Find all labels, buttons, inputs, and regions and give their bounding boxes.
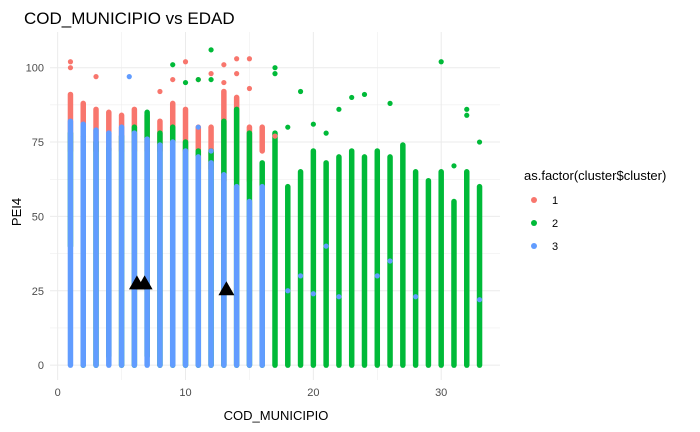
- series-2-point: [310, 121, 316, 127]
- series-2-point: [464, 112, 470, 118]
- y-axis-title: PEI4: [9, 198, 24, 226]
- series-1-point: [234, 56, 240, 62]
- legend-key-1: [531, 197, 537, 203]
- series-1-point: [170, 76, 176, 83]
- series-2-point: [349, 94, 355, 101]
- series-1-point: [208, 71, 214, 77]
- series-1-point: [67, 65, 74, 71]
- legend-label-3: 3: [552, 241, 558, 253]
- series-2-point: [336, 106, 342, 112]
- series-3-point: [323, 243, 329, 249]
- series-2-point: [182, 79, 189, 86]
- series-1-point: [221, 62, 227, 68]
- series-2-point: [476, 139, 483, 145]
- series-2-point: [170, 62, 176, 68]
- series-2-point: [285, 124, 291, 130]
- series-2-point: [208, 47, 214, 53]
- x-tick-label: 30: [435, 387, 447, 399]
- series-1-point: [234, 71, 240, 77]
- series-2-point: [195, 76, 201, 83]
- series-3-point: [387, 258, 393, 264]
- chart-title: COD_MUNICIPIO vs EDAD: [24, 9, 235, 28]
- y-tick-label: 0: [38, 360, 44, 372]
- y-tick-label: 25: [32, 286, 44, 298]
- series-2-point: [361, 91, 368, 98]
- centroid-marker: [136, 275, 153, 290]
- y-axis-ticks: 0 25 50 75 100: [26, 63, 44, 372]
- series-3-point: [310, 291, 316, 297]
- x-tick-label: 20: [307, 387, 319, 399]
- series-2-point: [323, 130, 329, 136]
- series-1-point: [246, 56, 253, 62]
- x-axis-title: COD_MUNICIPIO: [224, 408, 329, 423]
- series-2-point: [272, 71, 278, 77]
- series-1-point: [182, 59, 189, 65]
- y-tick-label: 75: [32, 137, 44, 149]
- legend-label-1: 1: [552, 195, 558, 207]
- series-1-point: [272, 133, 278, 139]
- series-3-point: [336, 294, 342, 300]
- series-1-point: [93, 74, 99, 80]
- series-3-point: [413, 294, 419, 300]
- series-3-point: [126, 74, 132, 80]
- centroid-marker: [218, 281, 235, 296]
- series-2-point: [272, 65, 278, 71]
- series-3-point: [208, 148, 214, 154]
- series-bands: [67, 88, 483, 368]
- y-tick-label: 100: [26, 63, 44, 75]
- y-tick-label: 50: [32, 211, 44, 223]
- legend-key-2: [531, 220, 537, 226]
- legend-label-2: 2: [552, 218, 558, 230]
- series-3-point: [476, 297, 483, 303]
- series-3-point: [374, 273, 380, 279]
- legend: as.factor(cluster$cluster) 1 2 3: [524, 168, 666, 253]
- series-3-point: [297, 273, 304, 279]
- x-tick-label: 0: [55, 387, 61, 399]
- series-2-point: [297, 88, 304, 95]
- series-points: [67, 47, 483, 303]
- centroid-markers: [128, 275, 235, 296]
- series-2-point: [208, 76, 214, 83]
- x-tick-label: 10: [179, 387, 191, 399]
- series-2-point: [387, 100, 393, 106]
- series-1-point: [67, 59, 74, 65]
- series-2-point: [451, 163, 457, 169]
- series-1-point: [157, 88, 163, 95]
- series-3-point: [195, 124, 201, 130]
- series-2-point: [464, 106, 470, 112]
- legend-title: as.factor(cluster$cluster): [524, 168, 666, 183]
- x-axis-ticks: 0 10 20 30: [55, 387, 448, 399]
- legend-key-3: [531, 243, 537, 249]
- series-1-point: [221, 79, 227, 86]
- series-3-point: [285, 288, 291, 294]
- series-1-point: [246, 85, 253, 92]
- series-2-point: [438, 59, 444, 65]
